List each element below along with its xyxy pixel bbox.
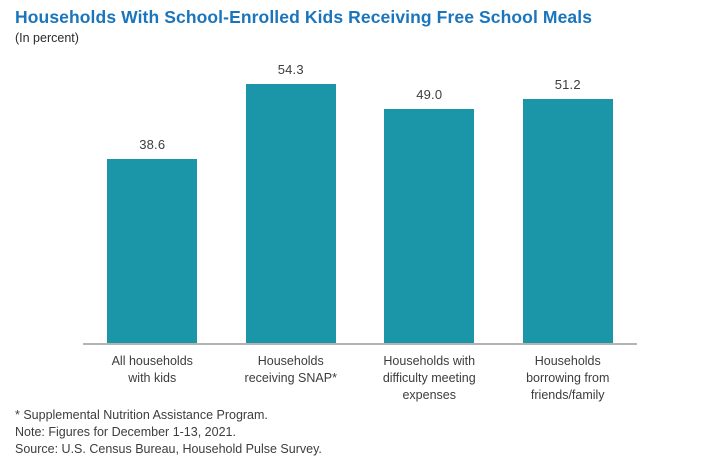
category-label: All households with kids bbox=[111, 354, 193, 385]
chart-footnotes: * Supplemental Nutrition Assistance Prog… bbox=[15, 407, 322, 458]
bar-chart: 38.6 54.3 49.0 51.2 bbox=[83, 60, 637, 343]
category-label: Households borrowing from friends/family bbox=[526, 354, 610, 402]
bar bbox=[107, 159, 198, 343]
bar-group: 38.6 bbox=[83, 60, 222, 343]
bar-value-label: 38.6 bbox=[139, 137, 166, 152]
bar-value-label: 49.0 bbox=[416, 87, 443, 102]
bar-value-label: 51.2 bbox=[554, 77, 581, 92]
x-axis-labels: All households with kids Households rece… bbox=[83, 353, 637, 404]
category-label: Households with difficulty meeting expen… bbox=[382, 354, 476, 402]
bar bbox=[522, 99, 613, 343]
footnote-date: Note: Figures for December 1-13, 2021. bbox=[15, 425, 236, 439]
chart-header: Households With School-Enrolled Kids Rec… bbox=[15, 7, 592, 45]
category-label: Households receiving SNAP* bbox=[244, 354, 337, 385]
bar bbox=[384, 109, 475, 343]
bar-group: 49.0 bbox=[360, 60, 499, 343]
page-title: Households With School-Enrolled Kids Rec… bbox=[15, 7, 593, 27]
footnote-snap: * Supplemental Nutrition Assistance Prog… bbox=[15, 408, 268, 422]
page-subtitle: (In percent) bbox=[15, 31, 79, 45]
bar-group: 54.3 bbox=[222, 60, 361, 343]
bar bbox=[245, 84, 336, 343]
bar-group: 51.2 bbox=[499, 60, 638, 343]
x-axis-line bbox=[83, 343, 637, 345]
footnote-source: Source: U.S. Census Bureau, Household Pu… bbox=[15, 442, 322, 456]
bar-value-label: 54.3 bbox=[277, 62, 304, 77]
